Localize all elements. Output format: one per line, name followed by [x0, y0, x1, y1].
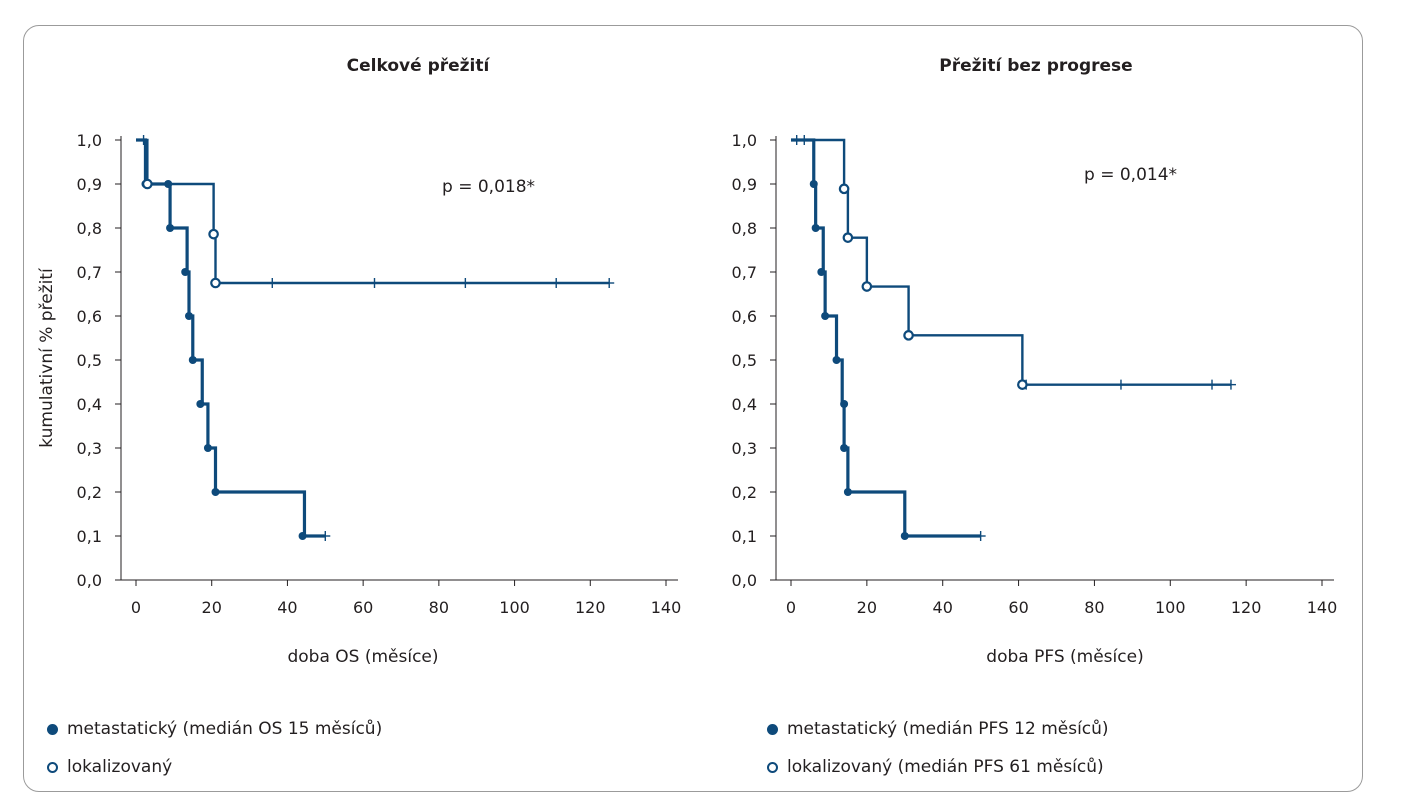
event-point-metastatic — [840, 444, 849, 452]
chart-title: Celkové přežití — [347, 56, 491, 76]
event-point-localized — [210, 277, 221, 289]
x-axis-label: doba OS (měsíce) — [287, 647, 438, 667]
y-tick-label: 0,4 — [732, 395, 757, 414]
event-point-metastatic — [809, 180, 818, 188]
y-tick-label: 0,4 — [77, 395, 102, 414]
chart-title: Přežití bez progrese — [939, 56, 1132, 76]
y-tick-label: 1,0 — [732, 131, 757, 150]
x-tick-label: 0 — [131, 598, 141, 617]
y-tick-label: 0,8 — [77, 219, 102, 238]
y-tick-label: 0,3 — [732, 439, 757, 458]
event-point-metastatic — [840, 400, 849, 408]
survival-curve-localized — [791, 138, 1231, 386]
x-tick-label: 140 — [1307, 598, 1338, 617]
x-tick-label: 20 — [202, 598, 222, 617]
event-point-localized — [208, 228, 219, 240]
x-tick-label: 120 — [1231, 598, 1262, 617]
y-tick-label: 0,6 — [77, 307, 102, 326]
x-tick-label: 80 — [1084, 598, 1104, 617]
y-tick-label: 0,1 — [77, 527, 102, 546]
filled-circle-marker-icon — [767, 723, 778, 735]
p-value-annotation: p = 0,014* — [1084, 165, 1177, 185]
y-tick-label: 0,7 — [77, 263, 102, 282]
y-axis-label: kumulativní % přežití — [37, 267, 57, 448]
legend-label: lokalizovaný — [67, 757, 173, 777]
x-tick-label: 140 — [651, 598, 682, 617]
event-point-localized — [838, 183, 850, 195]
event-point-metastatic — [832, 356, 841, 364]
legend-item-localized: lokalizovaný — [47, 757, 172, 777]
chart-overall-survival: Celkové přežití doba OS (měsíce) kumulat… — [37, 56, 681, 667]
event-point-metastatic — [196, 400, 205, 408]
legend-label: metastatický (medián OS 15 měsíců) — [67, 719, 383, 739]
legend-label: lokalizovaný (medián PFS 61 měsíců) — [787, 757, 1104, 777]
x-tick-label: 100 — [1155, 598, 1186, 617]
x-tick-label: 80 — [429, 598, 449, 617]
event-point-metastatic — [203, 444, 212, 452]
legend-item-metastatic: metastatický (medián PFS 12 měsíců) — [767, 719, 1109, 739]
y-tick-label: 0,2 — [732, 483, 757, 502]
event-point-metastatic — [298, 532, 307, 540]
y-tick-label: 0,9 — [77, 175, 102, 194]
y-tick-label: 0,0 — [732, 571, 757, 590]
event-point-metastatic — [166, 224, 175, 232]
event-point-metastatic — [188, 356, 197, 364]
event-point-metastatic — [900, 532, 909, 540]
open-circle-marker-icon — [47, 761, 58, 773]
event-point-localized — [903, 330, 914, 341]
y-tick-label: 0,7 — [732, 263, 757, 282]
p-value-annotation: p = 0,018* — [442, 177, 535, 197]
survival-curve-localized — [136, 138, 610, 285]
event-point-localized — [142, 178, 153, 190]
y-tick-label: 0,3 — [77, 439, 102, 458]
open-circle-marker-icon — [767, 761, 778, 773]
x-tick-label: 40 — [933, 598, 953, 617]
y-tick-label: 0,8 — [732, 219, 757, 238]
y-tick-label: 0,5 — [77, 351, 102, 370]
x-axis-label: doba PFS (měsíce) — [986, 647, 1143, 667]
x-tick-label: 60 — [1008, 598, 1028, 617]
figure-frame — [23, 25, 1363, 792]
survival-curve-metastatic — [791, 138, 981, 538]
y-tick-label: 0,9 — [732, 175, 757, 194]
y-tick-label: 0,6 — [732, 307, 757, 326]
event-point-localized — [842, 232, 854, 243]
x-tick-label: 100 — [499, 598, 530, 617]
legend-item-metastatic: metastatický (medián OS 15 měsíců) — [47, 719, 382, 739]
event-point-metastatic — [811, 224, 820, 232]
x-tick-label: 0 — [786, 598, 796, 617]
event-point-metastatic — [817, 268, 826, 276]
event-point-metastatic — [185, 312, 193, 320]
y-tick-label: 0,0 — [77, 571, 102, 590]
x-tick-label: 60 — [353, 598, 373, 617]
filled-circle-marker-icon — [47, 723, 58, 735]
x-tick-label: 120 — [575, 598, 606, 617]
legend-label: metastatický (medián PFS 12 měsíců) — [787, 719, 1109, 739]
x-tick-label: 20 — [857, 598, 877, 617]
event-point-metastatic — [181, 268, 190, 276]
x-tick-label: 40 — [277, 598, 297, 617]
event-point-metastatic — [843, 488, 852, 496]
y-tick-label: 1,0 — [77, 131, 102, 150]
survival-curve-metastatic — [136, 138, 326, 538]
event-point-localized — [861, 281, 873, 292]
legend-item-localized: lokalizovaný (medián PFS 61 měsíců) — [767, 757, 1104, 777]
y-tick-label: 0,5 — [732, 351, 757, 370]
y-tick-label: 0,1 — [732, 527, 757, 546]
event-point-metastatic — [821, 312, 830, 320]
event-point-localized — [1017, 379, 1028, 390]
chart-progression-free-survival: Přežití bez progrese doba PFS (měsíce) p… — [732, 56, 1338, 667]
y-tick-label: 0,2 — [77, 483, 102, 502]
event-point-metastatic — [211, 488, 220, 496]
